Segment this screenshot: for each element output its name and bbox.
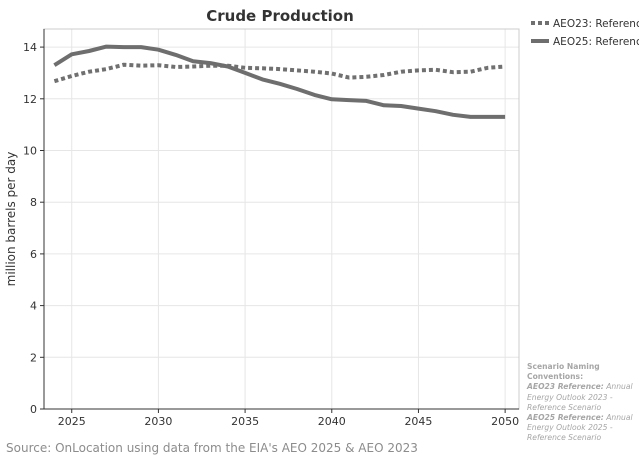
y-tick-label: 14: [23, 41, 37, 54]
x-tick-label: 2045: [404, 415, 432, 428]
y-tick-label: 0: [30, 403, 37, 416]
notes-item-label: AEO25 Reference:: [527, 413, 604, 423]
notes-item-aeo25: AEO25 Reference: Annual Energy Outlook 2…: [527, 413, 637, 444]
notes-item-aeo23: AEO23 Reference: Annual Energy Outlook 2…: [527, 382, 637, 413]
legend[interactable]: AEO23: Reference AEO25: Reference: [531, 18, 639, 48]
grid: [44, 29, 519, 410]
x-axis: 2025 2030 2035 2040 2045 2050: [44, 408, 519, 428]
legend-label: AEO25: Reference: [553, 36, 639, 48]
y-tick-label: 4: [30, 300, 37, 313]
legend-item[interactable]: AEO23: Reference: [531, 18, 639, 30]
notes-item-text: Annual Energy Outlook 2023 - Reference S…: [527, 382, 633, 412]
notes-item-text: Annual Energy Outlook 2025 - Reference S…: [527, 413, 633, 443]
y-axis-label: million barrels per day: [4, 152, 18, 287]
scenario-notes: Scenario Naming Conventions: AEO23 Refer…: [527, 362, 637, 444]
notes-heading: Scenario Naming Conventions:: [527, 362, 600, 382]
legend-label: AEO23: Reference: [553, 18, 639, 30]
series-layer: [53, 44, 506, 119]
x-tick-label: 2050: [491, 415, 519, 428]
series-line-aeo25[interactable]: [53, 44, 506, 119]
series-line-aeo23[interactable]: [53, 62, 506, 84]
x-tick-label: 2035: [231, 415, 259, 428]
legend-item[interactable]: AEO25: Reference: [531, 36, 639, 48]
x-tick-label: 2030: [144, 415, 172, 428]
y-tick-label: 12: [23, 93, 37, 106]
x-tick-label: 2040: [318, 415, 346, 428]
y-tick-label: 6: [30, 248, 37, 261]
y-tick-label: 2: [30, 351, 37, 364]
x-tick-label: 2025: [58, 415, 86, 428]
y-tick-label: 8: [30, 196, 37, 209]
source-note: Source: OnLocation using data from the E…: [6, 441, 418, 455]
y-tick-label: 10: [23, 144, 37, 157]
chart-title: Crude Production: [206, 7, 354, 25]
y-axis: 0 2 4 6 8 10 12 14: [23, 29, 45, 416]
notes-item-label: AEO23 Reference:: [527, 382, 604, 392]
